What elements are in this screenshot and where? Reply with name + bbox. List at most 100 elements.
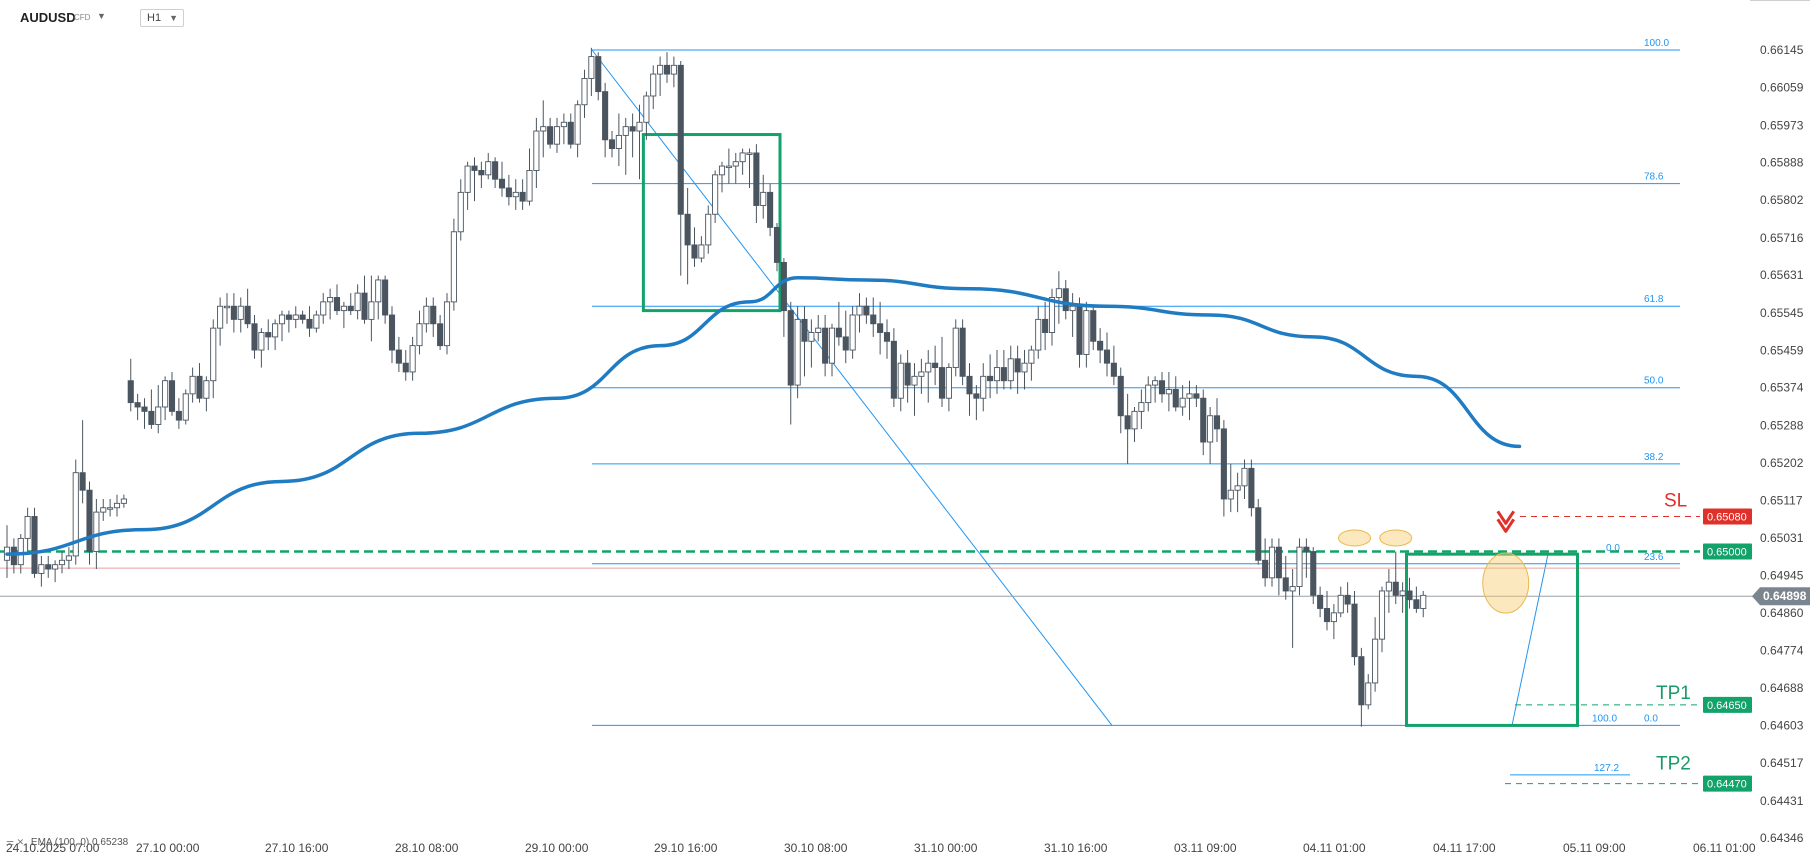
- candle: [175, 410, 182, 421]
- candle: [1399, 590, 1406, 596]
- x-tick-label: 29.10 16:00: [654, 841, 718, 855]
- candle: [629, 126, 636, 132]
- x-tick-label: 27.10 16:00: [265, 841, 329, 855]
- candle: [134, 402, 141, 408]
- timeframe-label: H1: [147, 12, 162, 24]
- candle: [1392, 581, 1399, 596]
- candle: [1351, 603, 1358, 658]
- timeframe-selector[interactable]: H1 ▼: [140, 9, 184, 27]
- candle: [1296, 546, 1303, 588]
- candle: [478, 170, 485, 176]
- candle: [450, 231, 457, 303]
- candle: [1241, 467, 1248, 487]
- candle: [1262, 559, 1269, 579]
- candle: [148, 410, 155, 425]
- candle: [1207, 415, 1214, 443]
- candle: [498, 178, 506, 189]
- candle: [1330, 612, 1337, 623]
- candle: [1420, 594, 1427, 609]
- symbol-dropdown-chevron-down-icon[interactable]: ▼: [97, 11, 106, 21]
- candle: [388, 314, 396, 351]
- candle: [285, 314, 292, 320]
- y-tick-label: 0.65631: [1760, 268, 1804, 282]
- candle: [567, 121, 574, 145]
- x-tick-label: 27.10 00:00: [136, 841, 200, 855]
- sl-price-tag-bg: [1703, 508, 1752, 525]
- candle: [595, 56, 602, 93]
- y-tick-label: 0.64945: [1760, 569, 1804, 583]
- candle: [320, 301, 327, 316]
- candle: [402, 362, 409, 373]
- candle: [925, 362, 932, 373]
- candle: [1186, 393, 1193, 399]
- candle: [45, 564, 52, 570]
- y-tick-label: 0.65288: [1760, 418, 1804, 432]
- fib-level-label: 0.0: [1644, 713, 1658, 724]
- candle: [443, 301, 451, 347]
- candle: [299, 314, 306, 320]
- tp1-label: TP1: [1656, 683, 1691, 704]
- y-tick-label: 0.64688: [1760, 681, 1804, 695]
- y-tick-label: 0.65716: [1760, 231, 1804, 245]
- indicator-settings-icon[interactable]: ⚌ ✕: [6, 837, 25, 847]
- candle: [739, 152, 746, 163]
- candle: [1255, 507, 1262, 561]
- instrument-type-label: CFD: [74, 13, 91, 22]
- tp2-price-tag: 0.64470: [1707, 779, 1747, 791]
- candle: [959, 327, 966, 377]
- candle: [1310, 551, 1317, 596]
- candle: [1035, 318, 1042, 351]
- candle: [725, 165, 732, 169]
- x-tick-label: 30.10 08:00: [784, 841, 848, 855]
- candle: [938, 367, 946, 399]
- candle: [698, 244, 705, 259]
- x-tick-label: 04.11 17:00: [1433, 841, 1496, 855]
- fib-ext-label: 127.2: [1594, 763, 1619, 774]
- tp1-price-tag: 0.64650: [1707, 700, 1747, 712]
- candle: [773, 226, 781, 263]
- candle: [1028, 349, 1035, 364]
- candle: [17, 537, 24, 566]
- symbol-selector[interactable]: AUDUSD: [20, 10, 76, 25]
- candle: [643, 95, 650, 123]
- entry-price-tag: 0.65000: [1707, 547, 1747, 559]
- x-tick-label: 31.10 16:00: [1044, 841, 1108, 855]
- candle: [395, 349, 402, 364]
- candle: [1275, 546, 1282, 579]
- current-price-tag-bg: [1752, 587, 1810, 606]
- fib-ext-label: 100.0: [1592, 713, 1617, 724]
- candle: [210, 327, 217, 382]
- candle: [1179, 397, 1186, 408]
- candle: [663, 64, 671, 75]
- candle: [100, 507, 107, 513]
- current-price-tag: 0.64898: [1763, 589, 1807, 603]
- green-box: [641, 133, 782, 313]
- candle: [1378, 590, 1386, 640]
- toolbar-divider: [1750, 0, 1810, 1]
- candle: [1055, 288, 1062, 298]
- candle: [471, 165, 478, 171]
- candle: [547, 126, 554, 145]
- candle: [306, 318, 313, 329]
- candle: [113, 502, 121, 509]
- candle: [457, 191, 464, 233]
- candle: [588, 56, 595, 79]
- candle: [196, 375, 203, 399]
- candle: [1103, 349, 1111, 364]
- candle: [732, 161, 739, 167]
- candle: [746, 152, 753, 155]
- x-tick-label: 03.11 09:00: [1174, 841, 1237, 855]
- candle: [1323, 608, 1331, 623]
- candle: [1131, 410, 1138, 430]
- candle: [1090, 310, 1097, 342]
- candle: [526, 170, 533, 202]
- y-tick-label: 0.65117: [1760, 493, 1803, 507]
- candle: [1344, 594, 1351, 605]
- timeframe-chevron-down-icon: ▼: [169, 13, 178, 23]
- candle: [354, 292, 361, 312]
- candle: [553, 126, 561, 145]
- y-tick-label: 0.65031: [1760, 531, 1804, 545]
- fib-level-label: 78.6: [1644, 172, 1664, 183]
- candles: [3, 47, 1427, 727]
